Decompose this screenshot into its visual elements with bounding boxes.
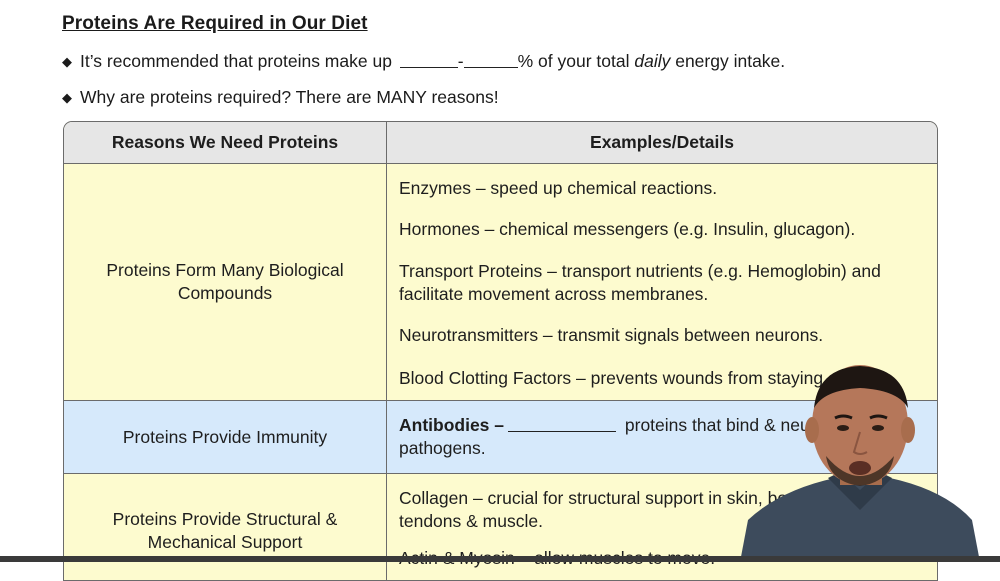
- antibodies-label: Antibodies –: [399, 415, 505, 435]
- reason-cell: Proteins Provide Structural & Mechanical…: [64, 474, 387, 580]
- detail-hormones: Hormones – chemical messengers (e.g. Ins…: [399, 219, 856, 239]
- bullet-energy-intake: ◆ It’s recommended that proteins make up …: [62, 51, 785, 72]
- details-cell: Antibodies – proteins that bind & neutra…: [387, 401, 937, 473]
- fill-blank-lower: [399, 53, 458, 68]
- reason-text: Proteins Form Many Biological Compounds: [106, 260, 344, 303]
- antibodies-text: proteins that bind & neutral: [620, 415, 835, 435]
- detail-antibodies: Antibodies – proteins that bind & neutra…: [399, 414, 919, 460]
- detail-collagen: Collagen – crucial for structural suppor…: [399, 487, 919, 533]
- header-examples: Examples/Details: [590, 132, 734, 152]
- slide-title: Proteins Are Required in Our Diet: [62, 13, 368, 34]
- bullet1-dash: -: [457, 51, 464, 71]
- antibodies-text-line2: pathogens.: [399, 438, 486, 458]
- collagen-line2: tendons & muscle.: [399, 511, 543, 531]
- reason-text: Proteins Provide Structural & Mechanical…: [112, 509, 338, 552]
- bullet1-emphasis: daily: [634, 51, 671, 71]
- presenter-video-overlay: [740, 365, 980, 562]
- detail-clotting: Blood Clotting Factors – prevents wounds…: [399, 368, 848, 388]
- bullet-why-proteins: ◆ Why are proteins required? There are MA…: [62, 87, 499, 108]
- bullet1-text-after: energy intake.: [670, 51, 786, 71]
- fill-blank-antibodies: [508, 417, 617, 432]
- presenter-beard: [826, 456, 894, 486]
- reasons-table: Reasons We Need Proteins Examples/Detail…: [63, 121, 938, 581]
- table-row: Proteins Form Many Biological Compounds …: [64, 164, 937, 401]
- detail-neurotransmitters: Neurotransmitters – transmit signals bet…: [399, 325, 824, 345]
- fill-blank-upper: [463, 53, 518, 68]
- header-reasons: Reasons We Need Proteins: [64, 122, 387, 163]
- table-row: Proteins Provide Immunity Antibodies – p…: [64, 401, 937, 474]
- video-bottom-bar: [0, 556, 1000, 562]
- bullet1-text-mid: % of your total: [517, 51, 635, 71]
- diamond-bullet-icon: ◆: [62, 90, 72, 105]
- details-cell: Enzymes – speed up chemical reactions. H…: [387, 164, 937, 400]
- presenter-head: [812, 365, 908, 485]
- detail-transport: Transport Proteins – transport nutrients…: [399, 261, 881, 304]
- reason-cell: Proteins Form Many Biological Compounds: [64, 164, 387, 400]
- bullet2-text: Why are proteins required? There are MAN…: [80, 87, 499, 107]
- bullet1-text-before: It’s recommended that proteins make up: [80, 51, 397, 71]
- collagen-line1: Collagen – crucial for structural suppor…: [399, 488, 807, 508]
- reason-cell: Proteins Provide Immunity: [64, 401, 387, 473]
- detail-enzymes: Enzymes – speed up chemical reactions.: [399, 178, 718, 198]
- presenter-shirt: [740, 478, 980, 562]
- presenter-hair: [814, 366, 908, 408]
- diamond-bullet-icon: ◆: [62, 54, 72, 69]
- table-header-row: Reasons We Need Proteins Examples/Detail…: [64, 122, 937, 164]
